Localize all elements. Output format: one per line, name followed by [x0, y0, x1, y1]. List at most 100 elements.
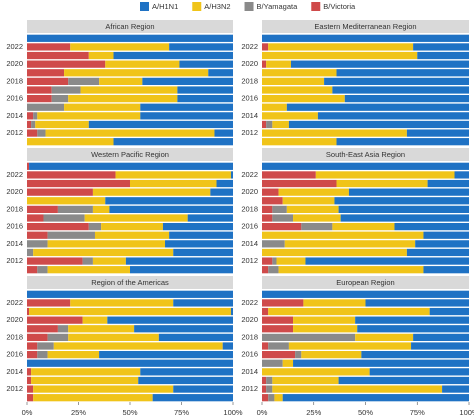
bar-segment	[37, 266, 48, 274]
bar-segment	[101, 222, 163, 231]
y-tick-label: 2016	[241, 350, 258, 359]
bar-segment	[70, 299, 174, 307]
bar-segment	[293, 325, 358, 333]
bar-segment	[27, 162, 30, 170]
bar-segment	[286, 205, 339, 214]
bar-segment	[27, 385, 34, 393]
bar-segment	[301, 222, 333, 231]
bar-segment	[92, 188, 211, 196]
bar-segment	[51, 94, 69, 103]
panel-title: South-East Asia Region	[326, 150, 405, 159]
y-tick-label: 2012	[241, 384, 258, 393]
bar-segment	[27, 359, 233, 367]
bar-segment	[344, 94, 469, 103]
strip	[262, 20, 469, 33]
bar-segment	[262, 162, 469, 170]
bar-segment	[27, 86, 52, 94]
bar-segment	[262, 333, 356, 342]
bar-segment	[332, 86, 469, 94]
y-tick-label: 2018	[241, 76, 258, 85]
bar-segment	[142, 77, 233, 86]
bar-segment	[92, 205, 110, 214]
bar-segment	[64, 69, 209, 77]
bar-segment	[27, 222, 89, 231]
bar-segment	[268, 43, 414, 51]
panel-title: Eastern Mediterranean Region	[314, 22, 416, 31]
bar-segment	[324, 77, 469, 86]
bar-segment	[107, 316, 233, 324]
bar-segment	[282, 359, 294, 367]
bar-segment	[262, 240, 285, 248]
bar-segment	[27, 171, 116, 179]
bar-segment	[272, 205, 287, 214]
y-tick-label: 2012	[241, 128, 258, 137]
bar-segment	[262, 77, 325, 86]
bar-segment	[33, 248, 174, 257]
legend-label: A/H1N1	[152, 2, 178, 11]
legend-swatch	[244, 2, 254, 11]
bar-segment	[262, 359, 283, 367]
bar-segment	[57, 325, 69, 333]
y-tick-label: 2016	[241, 222, 258, 231]
bar-segment	[47, 266, 130, 274]
bar-segment	[27, 333, 48, 342]
bar-segment	[230, 171, 233, 179]
bar-segment	[262, 188, 279, 196]
bar-segment	[284, 240, 416, 248]
y-tick-label: 2018	[241, 204, 258, 213]
bar-segment	[272, 257, 277, 265]
bar-segment	[92, 257, 126, 265]
bar-segment	[173, 385, 233, 393]
x-tick-label: 100%	[459, 408, 474, 416]
bar-segment	[262, 138, 337, 146]
panel-title: Western Pacific Region	[91, 150, 169, 159]
bar-segment	[411, 342, 469, 350]
bar-segment	[262, 69, 337, 77]
bar-segment	[27, 342, 38, 350]
bar-segment	[27, 43, 71, 51]
bar-segment	[173, 299, 233, 307]
bar-segment	[125, 257, 233, 265]
legend-swatch	[311, 2, 321, 11]
bar-segment	[130, 266, 233, 274]
bar-segment	[262, 34, 469, 42]
bar-segment	[293, 316, 356, 324]
bar-segment	[262, 51, 418, 60]
bar-segment	[336, 138, 469, 146]
bar-segment	[33, 385, 174, 393]
bar-segment	[266, 376, 273, 385]
bar-segment	[415, 240, 469, 248]
y-tick-label: 2016	[6, 222, 23, 231]
bar-segment	[427, 179, 469, 188]
bar-segment	[340, 214, 469, 222]
bar-segment	[82, 257, 93, 265]
bar-segment	[355, 316, 469, 324]
bar-segment	[70, 43, 170, 51]
bar-segment	[138, 376, 233, 385]
bar-segment	[109, 205, 233, 214]
bar-segment	[262, 299, 304, 307]
bar-segment	[369, 368, 469, 376]
bar-segment	[442, 385, 469, 393]
bar-segment	[27, 376, 32, 385]
bar-segment	[293, 359, 469, 367]
bar-segment	[262, 316, 294, 324]
bar-segment	[454, 171, 469, 179]
bar-segment	[27, 214, 44, 222]
bar-segment	[303, 299, 366, 307]
bar-segment	[130, 179, 217, 188]
bar-segment	[334, 197, 469, 205]
bar-segment	[336, 69, 469, 77]
y-tick-label: 2018	[241, 332, 258, 341]
bar-segment	[27, 197, 106, 205]
bar-segment	[210, 188, 233, 196]
x-tick-label: 50%	[358, 408, 373, 416]
bar-segment	[272, 120, 289, 129]
x-tick-label: 75%	[174, 408, 189, 416]
y-tick-label: 2016	[6, 94, 23, 103]
bar-segment	[286, 103, 469, 111]
bar-segment	[262, 94, 345, 103]
bar-segment	[394, 222, 469, 231]
bar-segment	[262, 120, 267, 129]
